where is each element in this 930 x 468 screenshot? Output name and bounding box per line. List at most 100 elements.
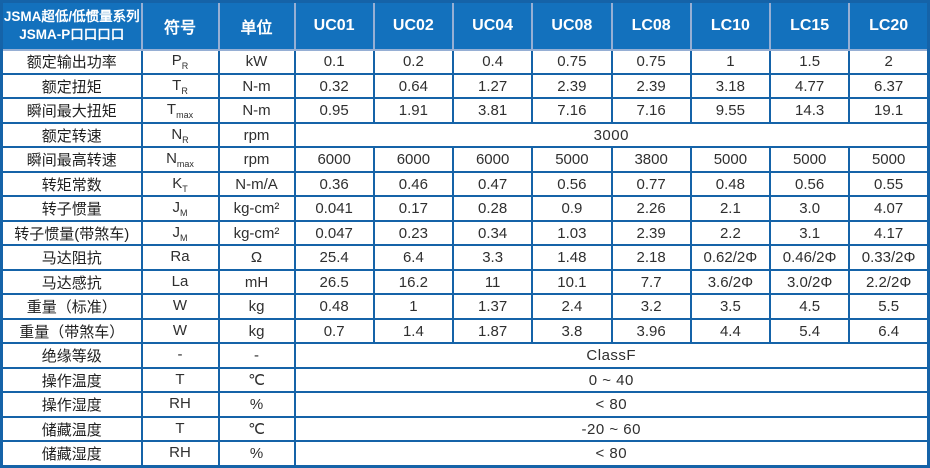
- value-cell: 0.47: [451, 170, 534, 198]
- unit-cell: kg: [217, 317, 296, 345]
- value-cell: 0.32: [293, 72, 375, 100]
- symbol-main: T: [166, 101, 177, 119]
- row-label: 额定扭矩: [0, 72, 143, 100]
- table-row: 马达感抗 La mH 26.5 16.2 11 10.1 7.7 3.6/2Φ …: [0, 268, 930, 296]
- value-cell: 2.2: [689, 219, 772, 247]
- series-title-line1: JSMA超低/低惯量系列: [3, 9, 140, 25]
- value-cell: 0.17: [372, 195, 455, 222]
- value-cell: 2.2/2Φ: [848, 268, 930, 296]
- value-cell: 2.4: [531, 293, 613, 320]
- value-cell: 1.03: [531, 219, 613, 247]
- unit-cell: -: [217, 342, 296, 369]
- unit-cell: kg-cm²: [217, 195, 296, 222]
- model-column-header: LC20: [848, 1, 929, 51]
- value-cell: 0.55: [848, 170, 930, 198]
- value-cell: 1.5: [768, 48, 851, 76]
- table-row: 转子惯量(带煞车) JM kg-cm² 0.047 0.23 0.34 1.03…: [0, 219, 930, 247]
- value-cell: 9.55: [689, 97, 772, 124]
- table-row: 绝缘等级 - - ClassF: [0, 342, 930, 369]
- value-cell: 5000: [689, 146, 772, 173]
- value-cell: 26.5: [293, 268, 375, 296]
- row-label: 转子惯量(带煞车): [0, 219, 143, 247]
- symbol-cell: TR: [140, 72, 220, 100]
- value-cell: 1: [689, 48, 772, 76]
- symbol-main: J: [172, 223, 181, 241]
- value-cell: 2: [848, 48, 930, 76]
- symbol-sub: R: [182, 134, 189, 145]
- table-row: 额定扭矩 TR N-m 0.32 0.64 1.27 2.39 2.39 3.1…: [0, 72, 930, 100]
- value-cell: 6.4: [848, 317, 930, 345]
- value-cell: 0.56: [531, 170, 613, 198]
- row-label: 重量（带煞车）: [0, 317, 143, 345]
- value-cell: 1.48: [531, 244, 613, 271]
- value-cell: 6.4: [372, 244, 455, 271]
- symbol-cell: Nmax: [140, 146, 220, 173]
- value-cell: 6000: [293, 146, 375, 173]
- value-cell: 5000: [768, 146, 851, 173]
- value-cell: 3.81: [451, 97, 534, 124]
- value-cell: 5.4: [768, 317, 851, 345]
- value-cell: 7.16: [610, 97, 692, 124]
- unit-cell: N-m/A: [217, 170, 296, 198]
- table-row: 重量（标准） W kg 0.48 1 1.37 2.4 3.2 3.5 4.5 …: [0, 293, 930, 320]
- value-cell: 4.07: [848, 195, 930, 222]
- value-cell: 4.17: [848, 219, 930, 247]
- table-row: 额定转速 NR rpm 3000: [0, 121, 930, 149]
- symbol-main: N: [166, 150, 177, 168]
- value-cell: 3800: [610, 146, 692, 173]
- merged-value-cell: ClassF: [293, 342, 930, 369]
- value-cell: 4.4: [689, 317, 772, 345]
- symbol-cell: JM: [140, 219, 220, 247]
- symbol-sub: max: [176, 110, 194, 121]
- model-column-header: UC01: [293, 1, 374, 51]
- row-label: 额定转速: [0, 121, 143, 149]
- merged-value-cell: < 80: [293, 391, 930, 418]
- value-cell: 0.75: [531, 48, 613, 76]
- value-cell: 0.047: [293, 219, 375, 247]
- row-label: 重量（标准）: [0, 293, 143, 320]
- value-cell: 2.39: [610, 72, 692, 100]
- value-cell: 0.48: [293, 293, 375, 320]
- unit-cell: N-m: [217, 97, 296, 124]
- table-row: 操作温度 T ℃ 0 ~ 40: [0, 366, 930, 394]
- unit-cell: kW: [217, 48, 296, 76]
- symbol-cell: PR: [140, 48, 220, 76]
- value-cell: 0.7: [293, 317, 375, 345]
- value-cell: 0.36: [293, 170, 375, 198]
- model-column-header: LC10: [689, 1, 770, 51]
- symbol-column-header: 符号: [140, 1, 219, 51]
- symbol-sub: R: [181, 61, 189, 72]
- symbol-main: W: [172, 321, 188, 339]
- table-row: 额定输出功率 PR kW 0.1 0.2 0.4 0.75 0.75 1 1.5…: [0, 48, 930, 76]
- symbol-cell: -: [140, 342, 220, 369]
- symbol-main: T: [172, 76, 182, 94]
- unit-cell: ℃: [217, 415, 296, 443]
- symbol-cell: T: [140, 366, 220, 394]
- value-cell: 2.1: [689, 195, 772, 222]
- table-row: 操作湿度 RH % < 80: [0, 391, 930, 418]
- symbol-main: J: [172, 199, 181, 217]
- merged-value-cell: -20 ~ 60: [293, 415, 930, 443]
- value-cell: 16.2: [372, 268, 455, 296]
- symbol-main: N: [171, 125, 183, 143]
- row-label: 操作湿度: [0, 391, 143, 418]
- row-label: 转子惯量: [0, 195, 143, 222]
- value-cell: 3.18: [689, 72, 772, 100]
- unit-cell: mH: [217, 268, 296, 296]
- symbol-main: T: [175, 370, 185, 388]
- value-cell: 0.95: [293, 97, 375, 124]
- table-row: 瞬间最大扭矩 Tmax N-m 0.95 1.91 3.81 7.16 7.16…: [0, 97, 930, 124]
- unit-cell: %: [217, 440, 296, 468]
- row-label: 瞬间最大扭矩: [0, 97, 143, 124]
- value-cell: 1.27: [451, 72, 534, 100]
- value-cell: 0.64: [372, 72, 455, 100]
- symbol-sub: R: [181, 85, 188, 96]
- value-cell: 3.0: [768, 195, 851, 222]
- table-row: 转矩常数 KT N-m/A 0.36 0.46 0.47 0.56 0.77 0…: [0, 170, 930, 198]
- value-cell: 11: [451, 268, 534, 296]
- table-row: 转子惯量 JM kg-cm² 0.041 0.17 0.28 0.9 2.26 …: [0, 195, 930, 222]
- model-column-header: UC04: [451, 1, 533, 51]
- merged-value-cell: < 80: [293, 440, 930, 468]
- value-cell: 19.1: [848, 97, 930, 124]
